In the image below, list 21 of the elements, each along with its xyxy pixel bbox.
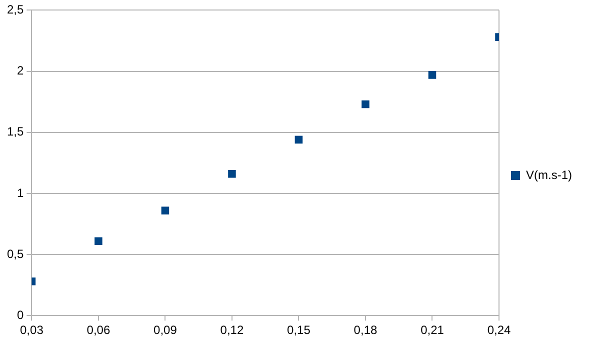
x-tick-label: 0,18 xyxy=(354,323,378,338)
legend-label: V(m.s-1) xyxy=(526,168,572,182)
x-tick-label: 0,12 xyxy=(220,323,244,338)
y-tick-label: 2,5 xyxy=(6,2,24,17)
point xyxy=(161,206,170,214)
x-tick-label: 0,15 xyxy=(287,323,311,338)
y-tick-label: 2 xyxy=(16,64,24,78)
y-tick-label: 0 xyxy=(16,308,24,322)
point xyxy=(228,170,236,178)
y-tick-label: 0,5 xyxy=(6,246,24,261)
x-tick-label: 0,06 xyxy=(86,323,110,338)
point xyxy=(294,136,303,144)
x-tick-label: 0,03 xyxy=(20,323,44,338)
point xyxy=(94,237,102,245)
y-tick-label: 1 xyxy=(16,186,24,200)
x-tick-label: 0,09 xyxy=(154,323,178,338)
x-tick-label: 0,24 xyxy=(487,323,512,338)
point xyxy=(428,71,436,79)
point xyxy=(362,100,370,108)
y-tick-label: 1,5 xyxy=(6,124,24,139)
x-tick-label: 0,21 xyxy=(420,323,444,338)
